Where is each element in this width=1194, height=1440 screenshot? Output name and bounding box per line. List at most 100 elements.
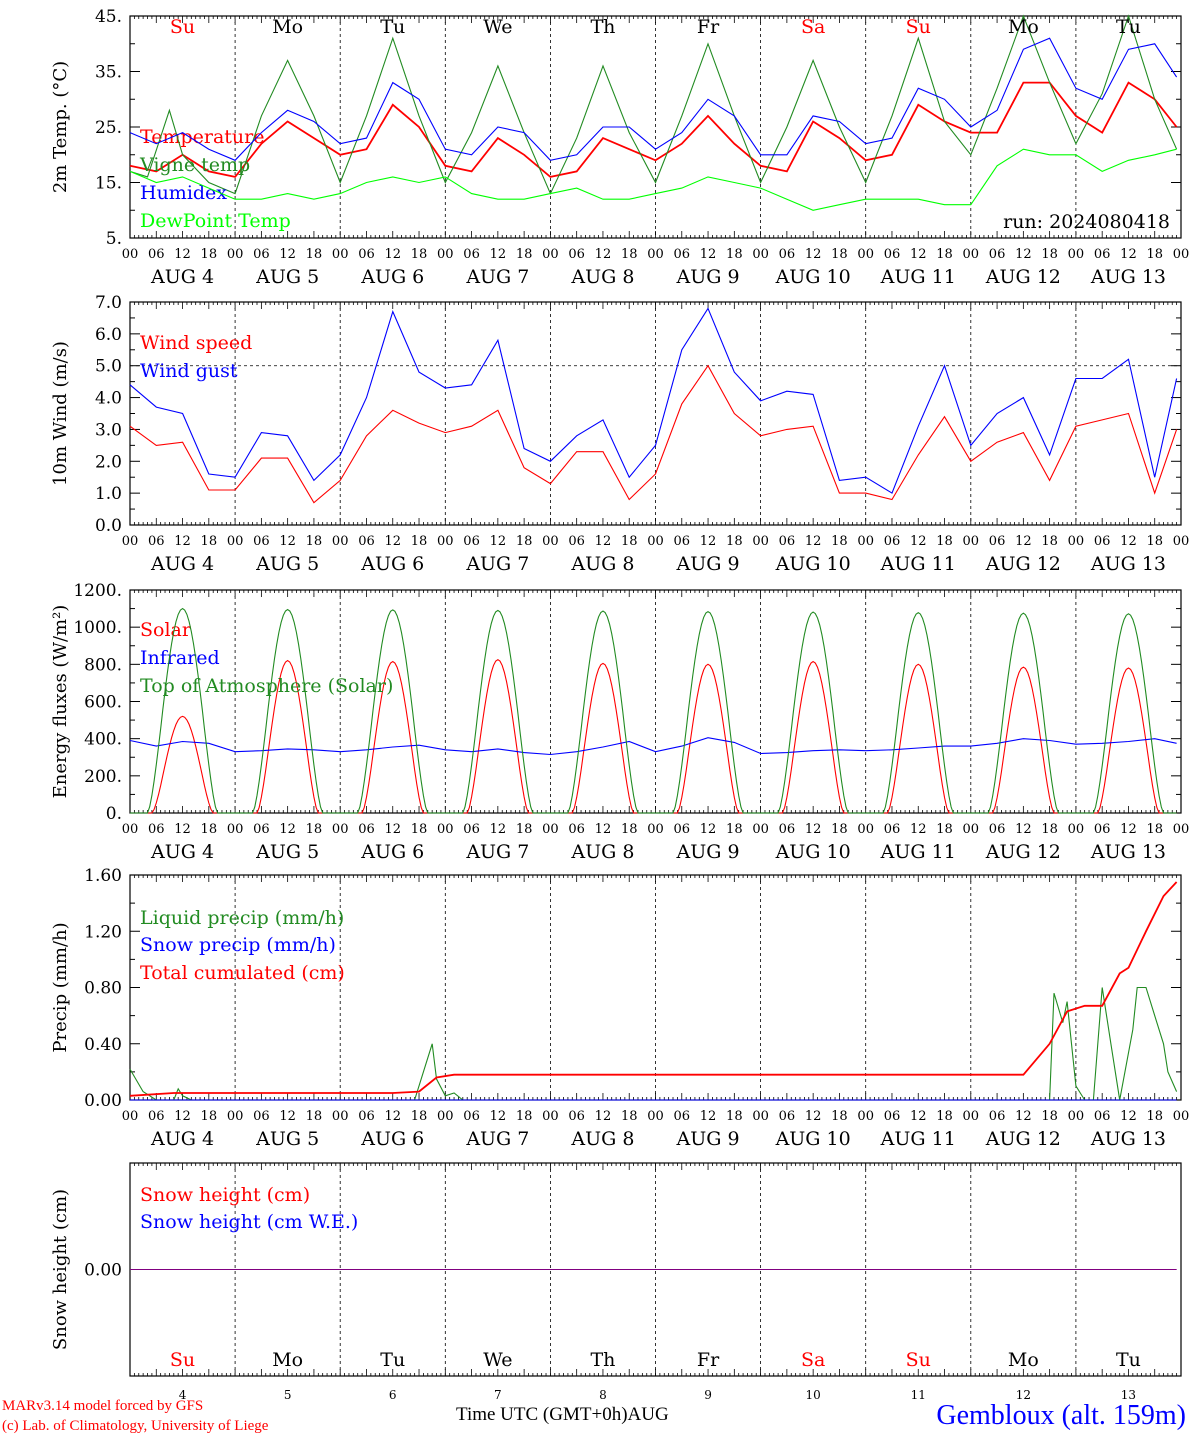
- date-label: AUG 9: [676, 841, 740, 863]
- hour-label: 18: [306, 822, 323, 837]
- date-label: AUG 8: [570, 553, 634, 575]
- hour-label: 00: [227, 534, 244, 549]
- hour-label: 06: [463, 247, 480, 262]
- day-number: 9: [704, 1388, 712, 1402]
- hour-label: 12: [805, 247, 822, 262]
- y-tick-label: 15.: [95, 174, 122, 194]
- day-name: Th: [590, 16, 615, 38]
- hour-label: 18: [516, 822, 533, 837]
- y-tick-label: 2.0: [95, 452, 122, 472]
- day-name: Su: [170, 1349, 195, 1371]
- hour-label: 00: [963, 822, 980, 837]
- date-label: AUG 7: [465, 841, 529, 863]
- hour-label: 06: [779, 534, 796, 549]
- series-line: [129, 14, 1178, 195]
- date-label: AUG 6: [360, 266, 424, 288]
- hour-label: 00: [752, 247, 769, 262]
- hour-label: 18: [411, 247, 428, 262]
- hour-label: 12: [805, 822, 822, 837]
- hour-label: 06: [1094, 534, 1111, 549]
- y-axis-title: Energy fluxes (W/m²): [50, 605, 71, 799]
- y-tick-label: 1.20: [84, 922, 122, 942]
- hour-label: 12: [1015, 1109, 1032, 1124]
- hour-label: 00: [857, 534, 874, 549]
- hour-label: 12: [1120, 1109, 1137, 1124]
- hour-label: 12: [279, 534, 296, 549]
- date-label: AUG 11: [880, 1128, 956, 1150]
- plot-frame: [129, 589, 1182, 814]
- day-name: We: [483, 16, 512, 38]
- hour-label: 18: [621, 247, 638, 262]
- hour-label: 18: [1146, 1109, 1163, 1124]
- day-number: 4: [179, 1388, 187, 1402]
- hour-label: 12: [174, 247, 191, 262]
- date-label: AUG 12: [985, 841, 1061, 863]
- hour-label: 00: [332, 534, 349, 549]
- hour-label: 18: [306, 1109, 323, 1124]
- day-number: 7: [494, 1388, 502, 1402]
- date-label: AUG 13: [1090, 1128, 1166, 1150]
- hour-label: 00: [332, 247, 349, 262]
- hour-label: 12: [490, 1109, 507, 1124]
- hour-label: 18: [516, 247, 533, 262]
- legend-entry: Infrared: [140, 647, 220, 669]
- hour-label: 18: [936, 1109, 953, 1124]
- date-label: AUG 11: [880, 553, 956, 575]
- y-tick-label: 400.: [84, 730, 122, 750]
- day-name: Th: [590, 1349, 615, 1371]
- hour-label: 12: [805, 1109, 822, 1124]
- legend-entry: Vigne temp: [139, 154, 250, 176]
- hour-label: 00: [647, 534, 664, 549]
- hour-label: 06: [253, 1109, 270, 1124]
- hour-label: 18: [1041, 1109, 1058, 1124]
- hour-label: 00: [122, 247, 139, 262]
- hour-label: 00: [857, 1109, 874, 1124]
- hour-label: 18: [831, 247, 848, 262]
- date-label: AUG 13: [1090, 553, 1166, 575]
- hour-label: 00: [963, 534, 980, 549]
- legend-entry: DewPoint Temp: [140, 210, 291, 232]
- date-label: AUG 13: [1090, 841, 1166, 863]
- hour-label: 06: [253, 534, 270, 549]
- y-axis-title: 2m Temp. (°C): [50, 61, 71, 193]
- y-tick-label: 0.: [106, 804, 122, 824]
- y-tick-label: 1.60: [84, 866, 122, 886]
- y-axis-title: Snow height (cm): [50, 1189, 71, 1350]
- hour-label: 12: [174, 1109, 191, 1124]
- hour-label: 06: [358, 247, 375, 262]
- legend-entry: Temperature: [140, 126, 264, 148]
- hour-label: 00: [1068, 1109, 1085, 1124]
- hour-label: 18: [726, 1109, 743, 1124]
- hour-label: 06: [253, 247, 270, 262]
- hour-label: 00: [542, 822, 559, 837]
- legend-entry: Solar: [140, 619, 192, 641]
- hour-label: 00: [122, 822, 139, 837]
- hour-label: 06: [674, 1109, 691, 1124]
- date-label: AUG 8: [570, 1128, 634, 1150]
- hour-label: 00: [1068, 247, 1085, 262]
- hour-label: 12: [595, 534, 612, 549]
- y-tick-label: 4.0: [95, 389, 122, 409]
- day-number: 13: [1121, 1388, 1136, 1402]
- hour-label: 00: [227, 1109, 244, 1124]
- hour-label: 00: [1068, 534, 1085, 549]
- y-tick-label: 200.: [84, 767, 122, 787]
- series-line: [129, 737, 1177, 756]
- y-tick-label: 0.00: [84, 1091, 122, 1111]
- day-name: Fr: [697, 16, 720, 38]
- hour-label: 06: [568, 1109, 585, 1124]
- hour-label: 06: [463, 534, 480, 549]
- day-name: Su: [170, 16, 195, 38]
- date-label: AUG 8: [570, 266, 634, 288]
- legend-entry: Snow precip (mm/h): [140, 934, 336, 956]
- hour-label: 12: [1015, 247, 1032, 262]
- y-tick-label: 0.40: [84, 1035, 122, 1055]
- hour-label: 12: [1120, 822, 1137, 837]
- hour-label: 18: [201, 1109, 218, 1124]
- hour-label: 06: [1094, 822, 1111, 837]
- hour-label: 12: [700, 1109, 717, 1124]
- hour-label: 12: [174, 534, 191, 549]
- hour-label: 18: [1041, 534, 1058, 549]
- hour-label: 00: [963, 247, 980, 262]
